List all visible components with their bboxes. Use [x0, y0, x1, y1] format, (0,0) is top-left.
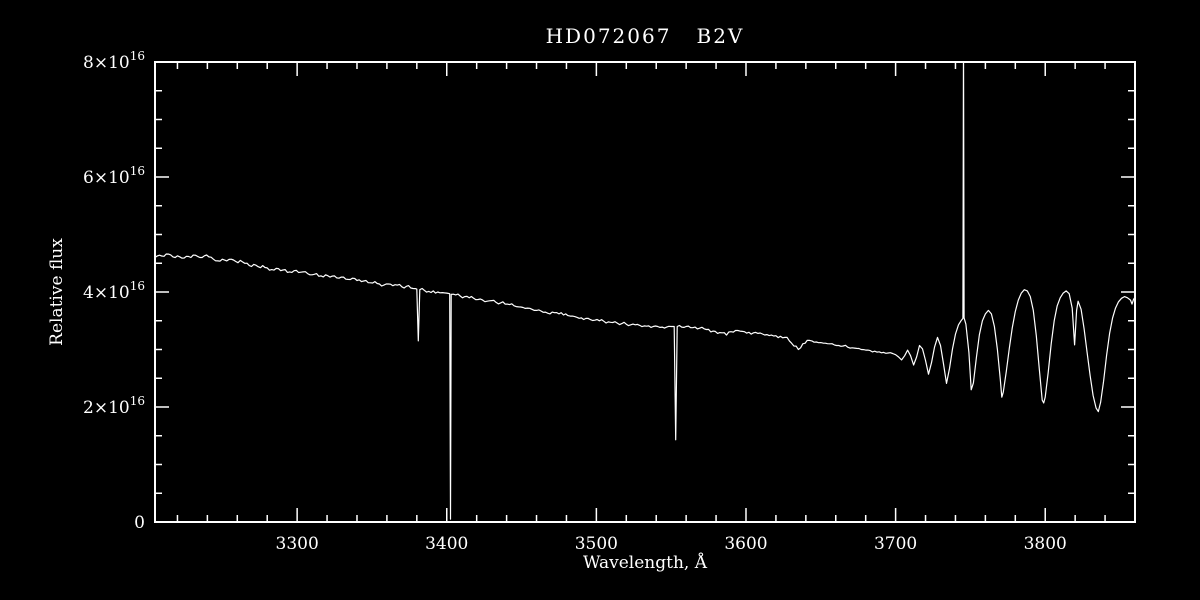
x-tick-label: 3400 [425, 534, 468, 554]
x-tick-label: 3800 [1024, 534, 1067, 554]
axis-frame [154, 61, 1136, 523]
y-tick-label: 4×1016 [83, 279, 145, 303]
x-tick-label: 3700 [874, 534, 917, 554]
x-tick-label: 3300 [276, 534, 319, 554]
y-tick-label: 0 [134, 513, 145, 533]
y-tick-label: 8×1016 [83, 49, 145, 73]
y-tick-label: 2×1016 [83, 394, 145, 418]
spectrum-trace [155, 62, 1135, 520]
y-tick-label: 6×1016 [83, 164, 145, 188]
x-tick-label: 3600 [724, 534, 767, 554]
x-axis-label: Wavelength, Å [583, 553, 707, 573]
x-tick-label: 3500 [575, 534, 618, 554]
chart-title: HD072067 B2V [545, 24, 745, 48]
